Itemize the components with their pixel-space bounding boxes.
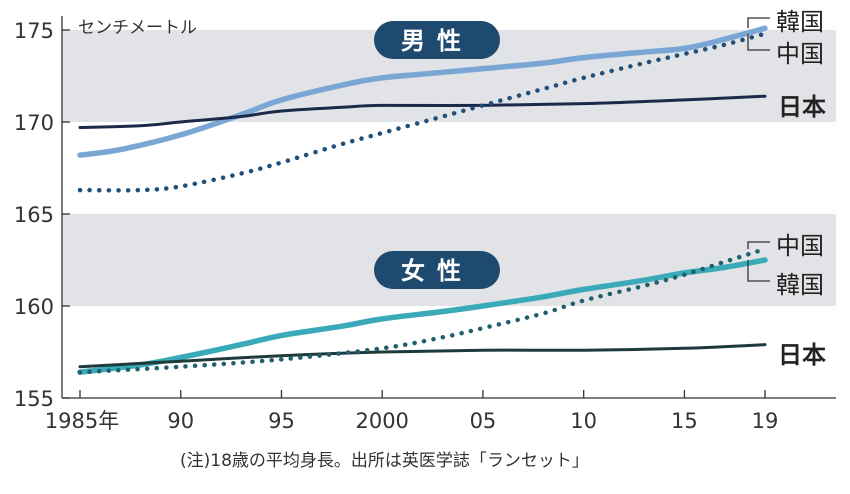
end-label-leader (747, 33, 770, 51)
series-line-female-韓国 (77, 257, 768, 375)
x-tick-label: 19 (752, 409, 779, 433)
series-line-male-日本 (78, 94, 767, 129)
end-label-韓国: 韓国 (776, 8, 824, 36)
axes: 155 160 165 170 175 1985年 90 95 2000 05 10 15 19 (14, 16, 836, 433)
end-label-中国: 中国 (776, 232, 824, 260)
end-label-韓国: 韓国 (776, 271, 824, 299)
unit-label: センチメートル (78, 18, 197, 38)
x-tick-label: 2000 (355, 409, 408, 433)
group-badge-label: 男性 (401, 27, 473, 55)
series-lines (77, 25, 768, 375)
x-tick-label: 95 (268, 409, 295, 433)
series-line-female-中国 (77, 246, 768, 375)
y-tick-label: 170 (14, 111, 54, 135)
end-label-leader (747, 241, 770, 249)
end-label-leader (747, 260, 770, 282)
source-note: (注)18歳の平均身長。出所は英医学誌「ランセット」 (180, 451, 589, 471)
group-badge-label: 女性 (401, 257, 473, 285)
y-tick-label: 165 (14, 203, 54, 227)
y-tick-label: 175 (14, 19, 54, 43)
x-tick-label: 1985年 (45, 409, 119, 433)
end-label-日本: 日本 (778, 341, 826, 369)
series-line-female-日本 (78, 343, 767, 369)
series-line-male-韓国 (77, 25, 768, 158)
group-badge-male (374, 21, 500, 59)
x-tick-label: 10 (570, 409, 597, 433)
y-tick-label: 160 (14, 295, 54, 319)
group-badge-female (374, 251, 500, 289)
end-label-leader (747, 17, 770, 29)
end-label-日本: 日本 (778, 93, 826, 121)
x-tick-label: 90 (167, 409, 194, 433)
end-label-中国: 中国 (776, 40, 824, 68)
x-tick-label: 05 (470, 409, 497, 433)
y-tick-label: 155 (14, 387, 54, 411)
x-tick-label: 15 (671, 409, 698, 433)
